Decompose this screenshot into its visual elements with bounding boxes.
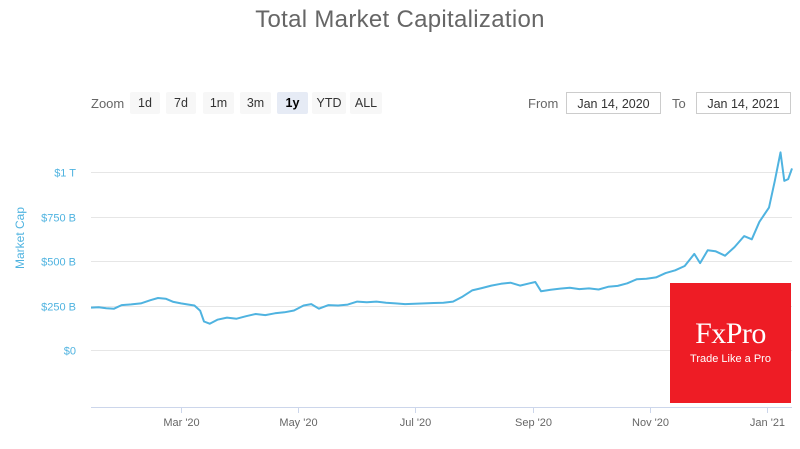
zoom-1y-button[interactable]: 1y (277, 92, 308, 114)
logo-wordmark: FxPro (695, 317, 766, 350)
x-tick-label: Sep '20 (515, 417, 552, 429)
zoom-1d-button[interactable]: 1d (130, 92, 160, 114)
zoom-ytd-button[interactable]: YTD (312, 92, 346, 114)
zoom-3m-button[interactable]: 3m (240, 92, 271, 114)
x-tick-label: Mar '20 (163, 417, 199, 429)
y-axis-ticks: $0 $250 B $500 B $750 B $1 T (41, 168, 76, 358)
zoom-1m-button[interactable]: 1m (203, 92, 234, 114)
from-label: From (528, 96, 559, 111)
x-tick-label: Jan '21 (750, 417, 785, 429)
x-tick-label: Jul '20 (400, 417, 431, 429)
y-tick-label: $750 B (41, 213, 76, 225)
to-label: To (672, 96, 686, 111)
x-tick-label: May '20 (279, 417, 317, 429)
x-tick-label: Nov '20 (632, 417, 669, 429)
chart-title: Total Market Capitalization (255, 6, 545, 33)
x-axis-ticks: Mar '20 May '20 Jul '20 Sep '20 Nov '20 Jan '… (163, 408, 785, 429)
zoom-7d-button[interactable]: 7d (166, 92, 196, 114)
zoom-label: Zoom (91, 96, 125, 111)
y-tick-label: $0 (64, 346, 76, 358)
zoom-all-button[interactable]: ALL (350, 92, 382, 114)
market-cap-line[interactable] (90, 151, 793, 325)
to-date-input[interactable]: Jan 14, 2021 (696, 92, 791, 114)
fxpro-logo: FxPro Trade Like a Pro (670, 283, 791, 403)
y-tick-label: $250 B (41, 302, 76, 314)
logo-tagline: Trade Like a Pro (690, 353, 771, 365)
y-axis-label: Market Cap (13, 207, 27, 269)
grid-lines (91, 172, 792, 351)
y-tick-label: $1 T (54, 168, 76, 180)
y-tick-label: $500 B (41, 257, 76, 269)
from-date-input[interactable]: Jan 14, 2020 (566, 92, 661, 114)
